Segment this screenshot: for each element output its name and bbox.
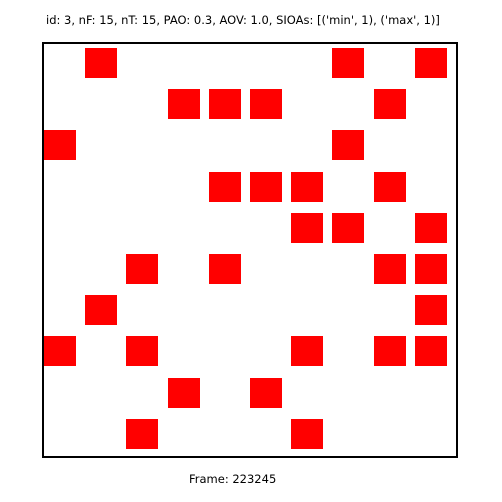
red-cell	[415, 295, 447, 325]
red-cell	[85, 48, 117, 78]
red-cell	[332, 213, 364, 243]
red-cell	[415, 48, 447, 78]
red-cell	[415, 254, 447, 284]
red-cell	[291, 419, 323, 449]
game-board	[42, 42, 458, 458]
red-cell	[168, 89, 200, 119]
red-cell	[415, 336, 447, 366]
red-cell	[126, 419, 158, 449]
red-cell	[168, 378, 200, 408]
red-cell	[250, 378, 282, 408]
episode-info-header: id: 3, nF: 15, nT: 15, PAO: 0.3, AOV: 1.…	[46, 13, 440, 27]
red-cell	[44, 336, 76, 366]
red-cell	[374, 254, 406, 284]
red-cell	[126, 254, 158, 284]
frame-counter: Frame: 223245	[189, 472, 277, 486]
red-cell	[332, 48, 364, 78]
red-cell	[291, 213, 323, 243]
red-cell	[332, 130, 364, 160]
red-cell	[250, 172, 282, 202]
red-cell	[374, 89, 406, 119]
red-cell	[209, 172, 241, 202]
red-cell	[415, 213, 447, 243]
red-cell	[209, 89, 241, 119]
red-cell	[291, 172, 323, 202]
red-cell	[291, 336, 323, 366]
red-cell	[209, 254, 241, 284]
red-cell	[126, 336, 158, 366]
red-cell	[44, 130, 76, 160]
red-cell	[374, 172, 406, 202]
red-cell	[85, 295, 117, 325]
red-cell	[250, 89, 282, 119]
red-cell	[374, 336, 406, 366]
